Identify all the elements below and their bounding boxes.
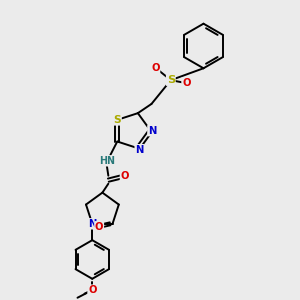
Text: O: O	[120, 171, 129, 181]
Text: S: S	[113, 115, 121, 125]
Text: O: O	[95, 222, 103, 232]
Text: N: N	[135, 145, 143, 155]
Text: O: O	[182, 78, 190, 88]
Text: N: N	[148, 126, 156, 136]
Text: S: S	[167, 75, 175, 85]
Text: O: O	[88, 285, 97, 295]
Text: O: O	[151, 63, 160, 73]
Text: HN: HN	[99, 156, 115, 166]
Text: N: N	[88, 219, 97, 229]
